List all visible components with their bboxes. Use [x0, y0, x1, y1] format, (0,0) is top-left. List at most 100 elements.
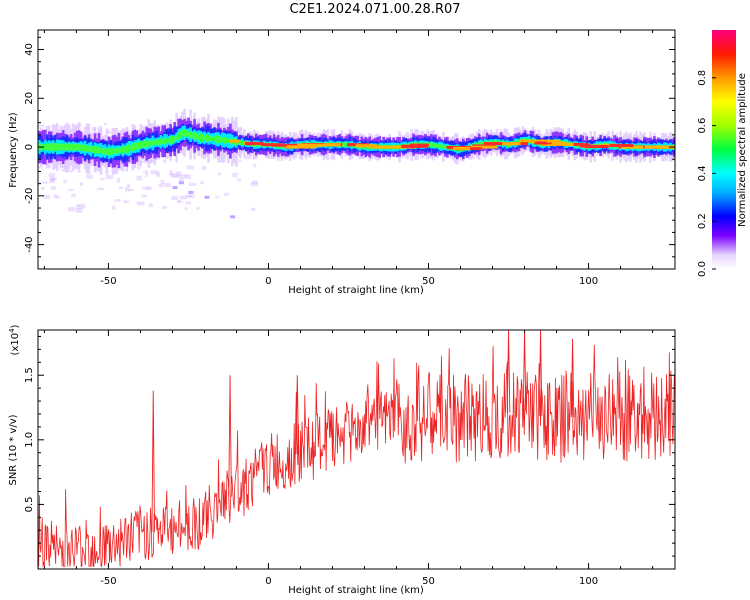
- snr-spike: [570, 339, 575, 418]
- snr-frame: [37, 329, 676, 570]
- spectrogram-cell: [99, 148, 103, 153]
- spectrogram-cell: [105, 149, 109, 154]
- spectrogram-cell: [106, 130, 113, 134]
- spectrogram-cell: [65, 170, 73, 173]
- spectrogram-cell: [91, 146, 95, 153]
- colorbar-tick-label: 0.2: [697, 213, 708, 229]
- spectrogram-cell: [99, 177, 105, 181]
- spectrogram-cell: [79, 182, 83, 186]
- spectrogram-cell: [170, 172, 175, 178]
- spectrogram-cell: [167, 138, 170, 143]
- spectrogram-cell: [477, 142, 481, 147]
- spectrogram-cell: [483, 142, 506, 146]
- spectrogram-cell: [141, 194, 148, 198]
- spectrogram-cell: [481, 141, 485, 146]
- spectrogram-cell: [148, 203, 154, 208]
- spectrogram-cell: [479, 141, 483, 147]
- snr-series: [38, 330, 675, 567]
- spectrogram-y-tick-label: 0: [24, 144, 35, 150]
- spectrogram-cell: [428, 142, 431, 147]
- spectrogram-cell: [142, 186, 150, 190]
- spectrogram-cell: [232, 172, 238, 178]
- spectrogram-cell: [173, 173, 180, 178]
- spectrogram-cell: [97, 126, 101, 130]
- spectrogram-cell: [139, 141, 143, 149]
- spectrogram-cell: [131, 143, 135, 152]
- snr-spike: [506, 330, 511, 413]
- spectrogram-cell: [123, 146, 127, 153]
- spectrogram-cell: [161, 138, 165, 144]
- spectrogram-cell: [191, 132, 194, 138]
- spectrogram-cell: [621, 145, 644, 149]
- spectrogram-cell: [129, 145, 133, 151]
- spectrogram-cell: [179, 174, 188, 177]
- spectrogram-cell: [87, 146, 91, 152]
- spectrogram-cell: [101, 147, 105, 154]
- spectrogram-cell: [585, 145, 609, 149]
- spectrogram-cell: [221, 137, 224, 143]
- spectrogram-cell: [45, 143, 49, 151]
- spectrogram-cell: [655, 145, 672, 149]
- spectrogram-cell: [127, 144, 131, 153]
- spectrogram-cell: [468, 145, 498, 149]
- spectrogram-cell: [238, 159, 242, 163]
- snr-multiplier-close: ): [10, 324, 21, 328]
- spectrogram-cell: [402, 144, 423, 148]
- spectrogram-cell: [187, 131, 190, 137]
- spectrogram-cell: [61, 169, 68, 172]
- spectrogram-cell: [252, 180, 258, 184]
- spectrogram-cell: [50, 186, 57, 190]
- spectrogram-cell: [217, 172, 222, 176]
- spectrogram-cell: [145, 172, 149, 177]
- colorbar: 0.0 0.2 0.4 0.6 0.8 Normalized spectral ampl…: [697, 30, 748, 277]
- spectrogram-cell: [103, 122, 108, 125]
- spectrogram-cell: [63, 180, 67, 184]
- spectrogram-cell: [157, 139, 161, 146]
- spectrogram-cell: [68, 188, 74, 192]
- spectrogram-cell: [176, 199, 181, 203]
- spectrogram-cell: [189, 182, 197, 186]
- spectrogram-cell: [143, 140, 147, 148]
- spectrogram-cell: [207, 135, 210, 142]
- spectrogram-cell: [105, 175, 114, 180]
- spectrogram-cell: [197, 134, 200, 141]
- spectrogram-cell: [452, 146, 471, 150]
- spectrogram-cell: [177, 200, 183, 203]
- spectrogram-cell: [199, 133, 202, 142]
- spectrogram-y-axis-title: Frequency (Hz): [8, 112, 19, 188]
- spectrogram-cell: [52, 177, 57, 181]
- spectrogram-cell: [225, 137, 228, 144]
- spectrogram-heatmap: [38, 108, 675, 219]
- spectrogram-cell: [342, 142, 346, 148]
- spectrogram-cell: [43, 194, 51, 199]
- spectrogram-cell: [93, 145, 97, 154]
- snr-x-tick-label: 100: [579, 576, 598, 587]
- spectrogram-cell: [137, 161, 141, 166]
- spectrogram-cell: [147, 141, 151, 147]
- spectrogram-cell: [146, 186, 152, 191]
- spectrogram-cell: [215, 196, 219, 199]
- spectrogram-cell: [609, 143, 634, 147]
- spectrogram-cell: [209, 135, 212, 142]
- spectrogram-cell: [140, 160, 148, 164]
- spectrogram-cell: [272, 143, 300, 147]
- spectrogram-cell: [53, 194, 58, 199]
- spectrogram-cell: [107, 148, 111, 156]
- spectrogram-cell: [195, 133, 198, 140]
- spectrogram-cell: [85, 145, 89, 152]
- spectrogram-cell: [114, 199, 121, 202]
- spectrogram-cell: [184, 207, 188, 210]
- spectrogram-cell: [185, 129, 188, 138]
- spectrogram-cell: [434, 143, 437, 148]
- spectrogram-cell: [112, 205, 116, 210]
- spectrogram-cell: [38, 124, 45, 128]
- spectrogram-cell: [181, 130, 184, 136]
- spectrogram-cell: [137, 141, 141, 150]
- snr-multiplier-exponent: 4: [8, 328, 16, 333]
- spectrogram-cell: [117, 147, 121, 154]
- spectrogram-cell: [79, 144, 83, 151]
- spectrogram-cell: [67, 144, 71, 150]
- spectrogram-cell: [442, 145, 445, 149]
- spectrogram-cell: [89, 146, 93, 153]
- spectrogram-cell: [65, 143, 69, 152]
